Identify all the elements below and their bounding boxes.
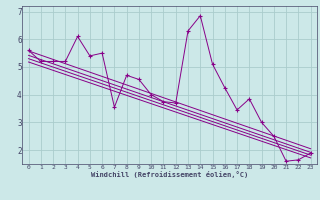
X-axis label: Windchill (Refroidissement éolien,°C): Windchill (Refroidissement éolien,°C) (91, 171, 248, 178)
